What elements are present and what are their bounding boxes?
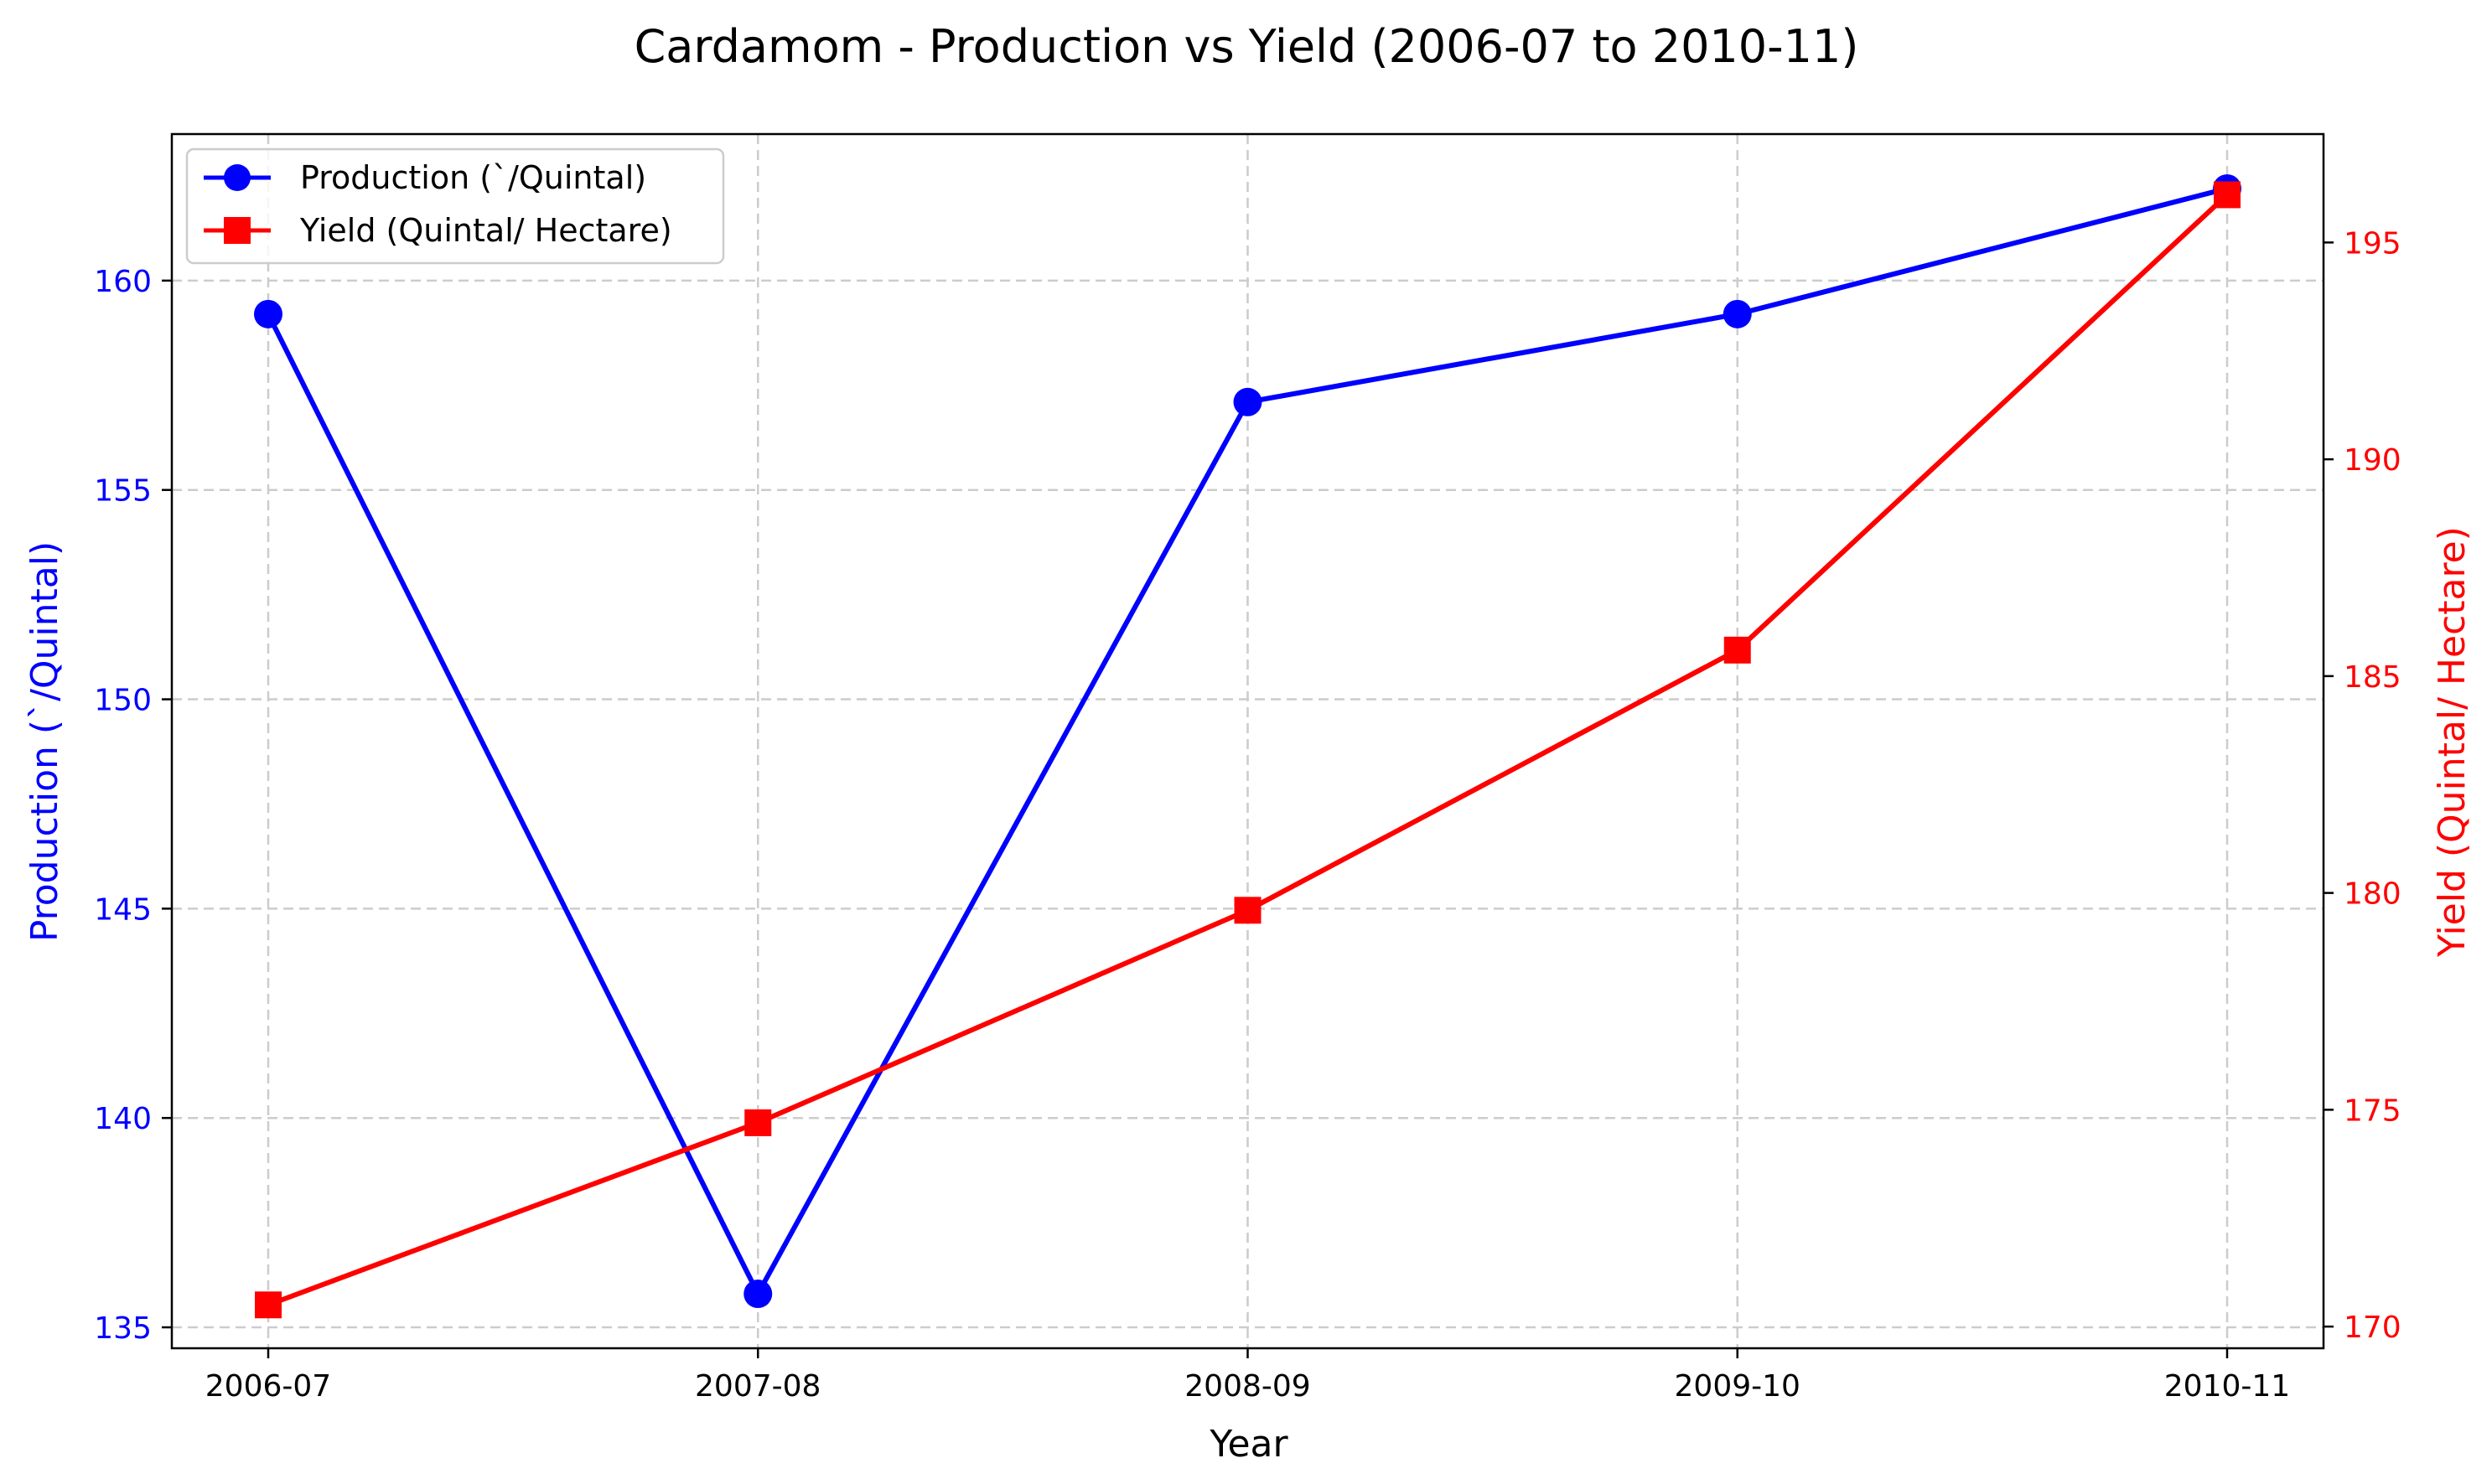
y-axis-left-label: Production (`/Quintal) [23,541,66,942]
y-left-tick-label: 160 [94,265,152,299]
y-right-tick-label: 180 [2344,877,2401,912]
chart-title: Cardamom - Production vs Yield (2006-07 … [635,20,1859,73]
legend-item-yield: Yield (Quintal/ Hectare) [204,212,672,249]
data-point-production [254,299,282,328]
legend: Production (`/Quintal) Yield (Quintal/ H… [185,147,725,265]
y-left-tick-label: 140 [94,1102,152,1136]
y-left-tick-label: 150 [94,684,152,718]
y-left-tick-label: 145 [94,892,152,927]
data-point-yield [1234,897,1262,924]
data-point-production [1723,299,1752,328]
y-axis-right: 170 175 180 185 190 195 [2324,226,2401,1345]
x-tick-label: 2010-11 [2164,1369,2290,1404]
data-point-yield [255,1291,282,1319]
data-point-yield [2214,181,2241,209]
legend-marker-production [224,164,251,191]
data-point-yield [744,1109,772,1136]
y-axis-right-label: Yield (Quintal/ Hectare) [2431,526,2474,958]
x-axis: 2006-07 2007-08 2008-09 2009-10 2010-11 [205,1348,2290,1404]
x-axis-label: Year [1209,1423,1288,1466]
legend-label-yield: Yield (Quintal/ Hectare) [299,212,672,249]
y-right-tick-label: 195 [2344,226,2401,261]
y-right-tick-label: 170 [2344,1311,2401,1345]
grid [172,134,2324,1348]
data-point-production [743,1280,773,1309]
series-layer [254,173,2241,1319]
y-right-tick-label: 175 [2344,1094,2401,1128]
data-point-production [1233,387,1262,416]
y-right-tick-label: 190 [2344,443,2401,478]
x-tick-label: 2008-09 [1184,1369,1310,1404]
legend-item-production: Production (`/Quintal) [204,159,646,196]
x-tick-label: 2009-10 [1675,1369,1800,1404]
x-tick-label: 2007-08 [695,1369,821,1404]
legend-label-production: Production (`/Quintal) [300,159,646,196]
y-left-tick-label: 155 [94,474,152,509]
y-axis-left: 135 140 145 150 155 160 [94,265,172,1346]
x-tick-label: 2006-07 [205,1369,331,1404]
data-point-yield [1723,636,1751,664]
legend-box [185,147,725,265]
legend-marker-yield [224,217,251,244]
y-left-tick-label: 135 [94,1311,152,1346]
y-right-tick-label: 185 [2344,660,2401,695]
